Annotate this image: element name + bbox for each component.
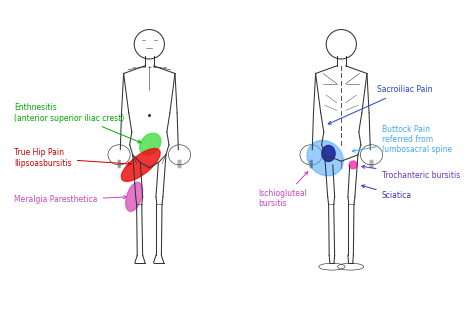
Text: True Hip Pain
Ilipsoasbursitis: True Hip Pain Ilipsoasbursitis (14, 148, 131, 168)
Ellipse shape (307, 140, 343, 176)
Ellipse shape (140, 133, 161, 155)
Text: Trochanteric bursitis: Trochanteric bursitis (362, 165, 460, 180)
Text: Enthnesitis
(anterior superior iliac crest): Enthnesitis (anterior superior iliac cre… (14, 104, 141, 143)
Ellipse shape (121, 148, 160, 181)
Text: Buttock Pain
referred from
lumbosacral spine: Buttock Pain referred from lumbosacral s… (352, 125, 452, 154)
Text: Ischiogluteal
bursitis: Ischiogluteal bursitis (258, 172, 308, 208)
Ellipse shape (126, 182, 143, 211)
Ellipse shape (349, 161, 357, 169)
Ellipse shape (322, 145, 335, 162)
Text: Meralgia Paresthetica: Meralgia Paresthetica (14, 195, 127, 205)
Text: Sacroiliac Pain: Sacroiliac Pain (328, 85, 432, 124)
Text: Sciatica: Sciatica (362, 185, 412, 200)
